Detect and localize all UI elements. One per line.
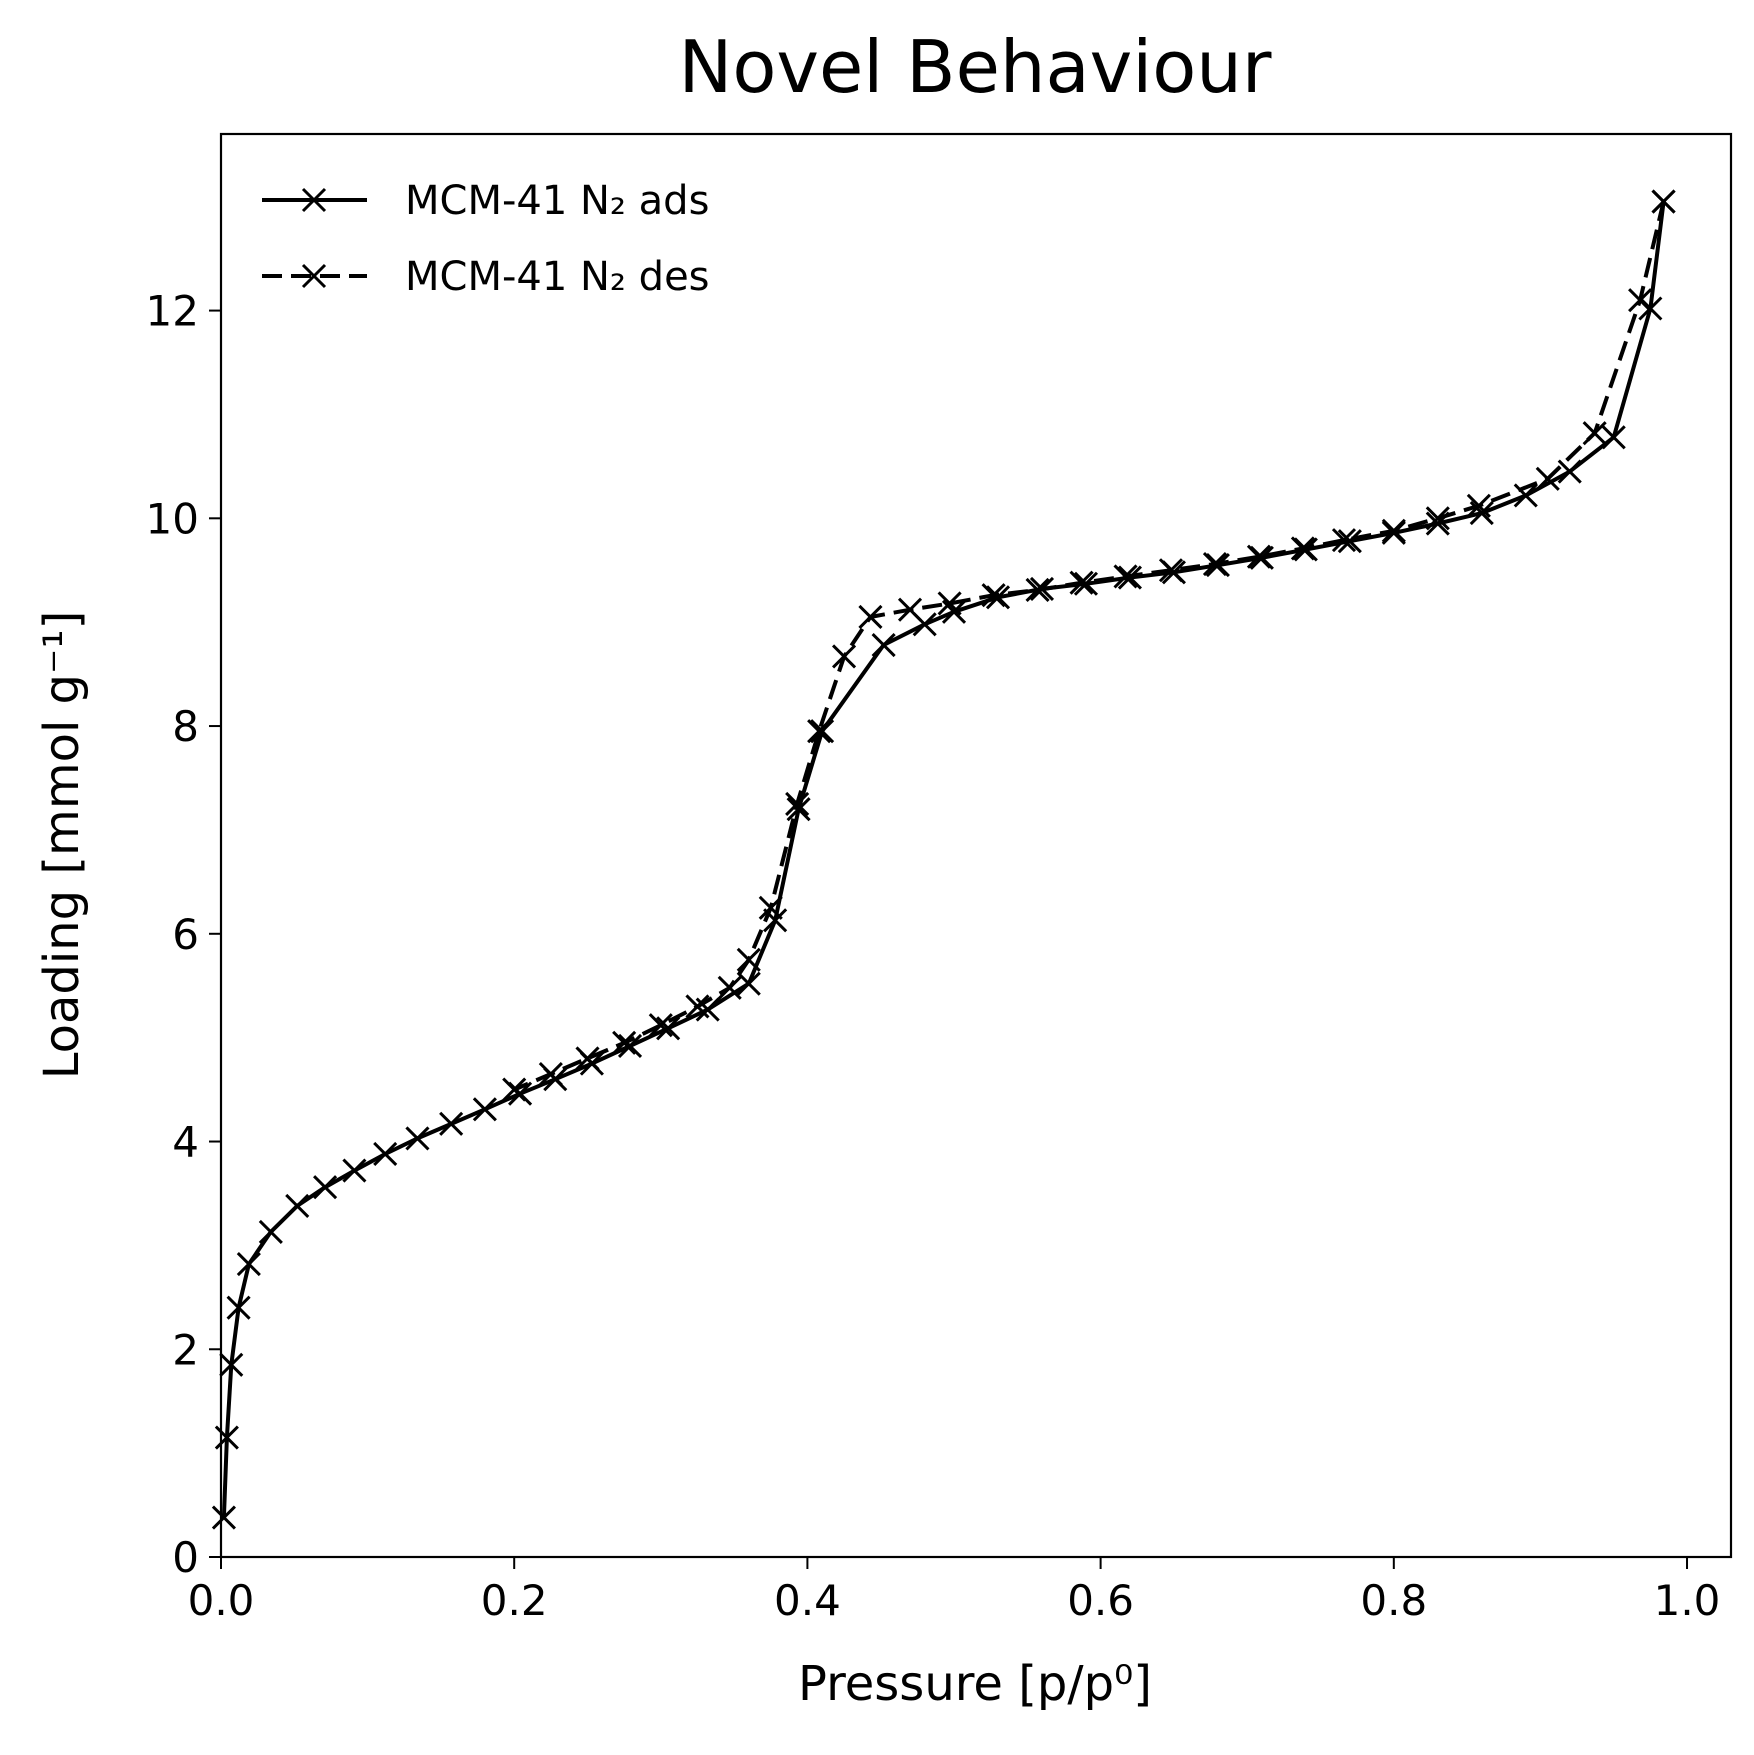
data-point-des <box>575 1046 600 1071</box>
data-point-des <box>1628 288 1653 313</box>
data-point-des <box>785 791 810 817</box>
data-point-des <box>1246 544 1272 569</box>
data-point-des <box>981 583 1006 608</box>
data-point-des <box>858 604 883 630</box>
data-point-des <box>897 597 923 622</box>
y-axis-label: Loading [mmol g⁻¹] <box>34 611 90 1080</box>
axes-frame <box>219 132 1733 1559</box>
data-point-ads <box>405 1126 430 1151</box>
y-tick-label: 4 <box>172 1118 199 1167</box>
data-point-ads <box>236 1252 261 1277</box>
y-tick-label: 0 <box>172 1533 199 1582</box>
y-tick-label: 10 <box>146 494 199 543</box>
data-point-ads <box>313 1175 338 1200</box>
plot-area <box>211 189 1676 1530</box>
data-point-ads <box>1557 459 1582 484</box>
legend-marker-des <box>301 263 327 289</box>
data-point-des <box>1202 551 1228 577</box>
legend-label-ads: MCM-41 N₂ ads <box>405 178 709 224</box>
data-point-ads <box>373 1141 398 1167</box>
data-point-des <box>538 1061 563 1087</box>
legend-item-ads: MCM-41 N₂ ads <box>262 178 709 224</box>
data-point-des <box>612 1030 637 1055</box>
x-tick-label: 0.8 <box>1360 1576 1427 1625</box>
data-point-ads <box>1073 571 1099 596</box>
legend-label-des: MCM-41 N₂ des <box>405 254 710 300</box>
data-point-des <box>1331 528 1357 553</box>
data-point-des <box>717 975 742 1000</box>
data-point-des <box>502 1077 527 1102</box>
y-tick-label: 8 <box>172 702 199 751</box>
data-point-ads <box>1601 425 1626 450</box>
legend-item-des: MCM-41 N₂ des <box>262 254 710 300</box>
x-tick-label: 0.0 <box>188 1576 255 1625</box>
data-point-ads <box>214 1425 239 1450</box>
data-point-ads <box>871 632 896 658</box>
data-point-des <box>758 895 783 920</box>
x-tick-label: 0.2 <box>481 1576 548 1625</box>
data-point-des <box>1290 536 1315 561</box>
data-point-ads <box>985 585 1011 610</box>
data-point-des <box>1425 506 1450 531</box>
chart-title: Novel Behaviour <box>678 25 1271 109</box>
x-tick-label: 0.6 <box>1067 1576 1134 1625</box>
data-point-des <box>1158 558 1184 583</box>
data-point-ads <box>219 1352 244 1377</box>
axis-ticks: 0.0 0.2 0.4 0.6 0.8 1.0 0 2 4 6 8 10 12 <box>146 287 1721 1625</box>
data-point-ads <box>285 1193 310 1218</box>
y-tick-label: 12 <box>146 287 199 336</box>
data-point-des <box>1582 421 1607 446</box>
data-point-ads <box>258 1219 283 1244</box>
data-point-ads <box>1337 529 1362 554</box>
data-point-des <box>1113 564 1138 589</box>
data-point-ads <box>342 1158 367 1183</box>
data-point-des <box>1466 493 1491 518</box>
data-point-ads <box>211 1505 236 1530</box>
y-tick-label: 6 <box>172 910 199 959</box>
data-point-des <box>1651 189 1676 214</box>
legend-marker-ads <box>301 187 327 213</box>
data-point-des <box>736 947 761 972</box>
data-point-ads <box>439 1111 464 1136</box>
data-point-ads <box>786 797 811 822</box>
data-point-des <box>1069 570 1094 595</box>
data-point-ads <box>226 1295 251 1320</box>
data-point-des <box>685 994 710 1019</box>
data-point-ads <box>656 1016 681 1041</box>
data-point-ads <box>736 971 761 996</box>
y-tick-label: 2 <box>172 1325 199 1374</box>
x-tick-label: 1.0 <box>1654 1576 1721 1625</box>
data-point-des <box>1535 466 1560 491</box>
data-point-ads <box>472 1097 497 1122</box>
x-tick-label: 0.4 <box>774 1576 841 1625</box>
data-point-ads <box>810 719 835 744</box>
data-point-des <box>1381 518 1406 543</box>
data-point-des <box>648 1013 673 1038</box>
data-point-ads <box>617 1033 643 1059</box>
data-point-des <box>831 644 857 669</box>
legend: MCM-41 N₂ ads MCM-41 N₂ des <box>262 178 710 300</box>
data-point-des <box>937 591 962 616</box>
x-axis-label: Pressure [p/p⁰] <box>798 1656 1152 1712</box>
data-point-des <box>807 719 832 744</box>
data-point-des <box>1025 577 1050 603</box>
